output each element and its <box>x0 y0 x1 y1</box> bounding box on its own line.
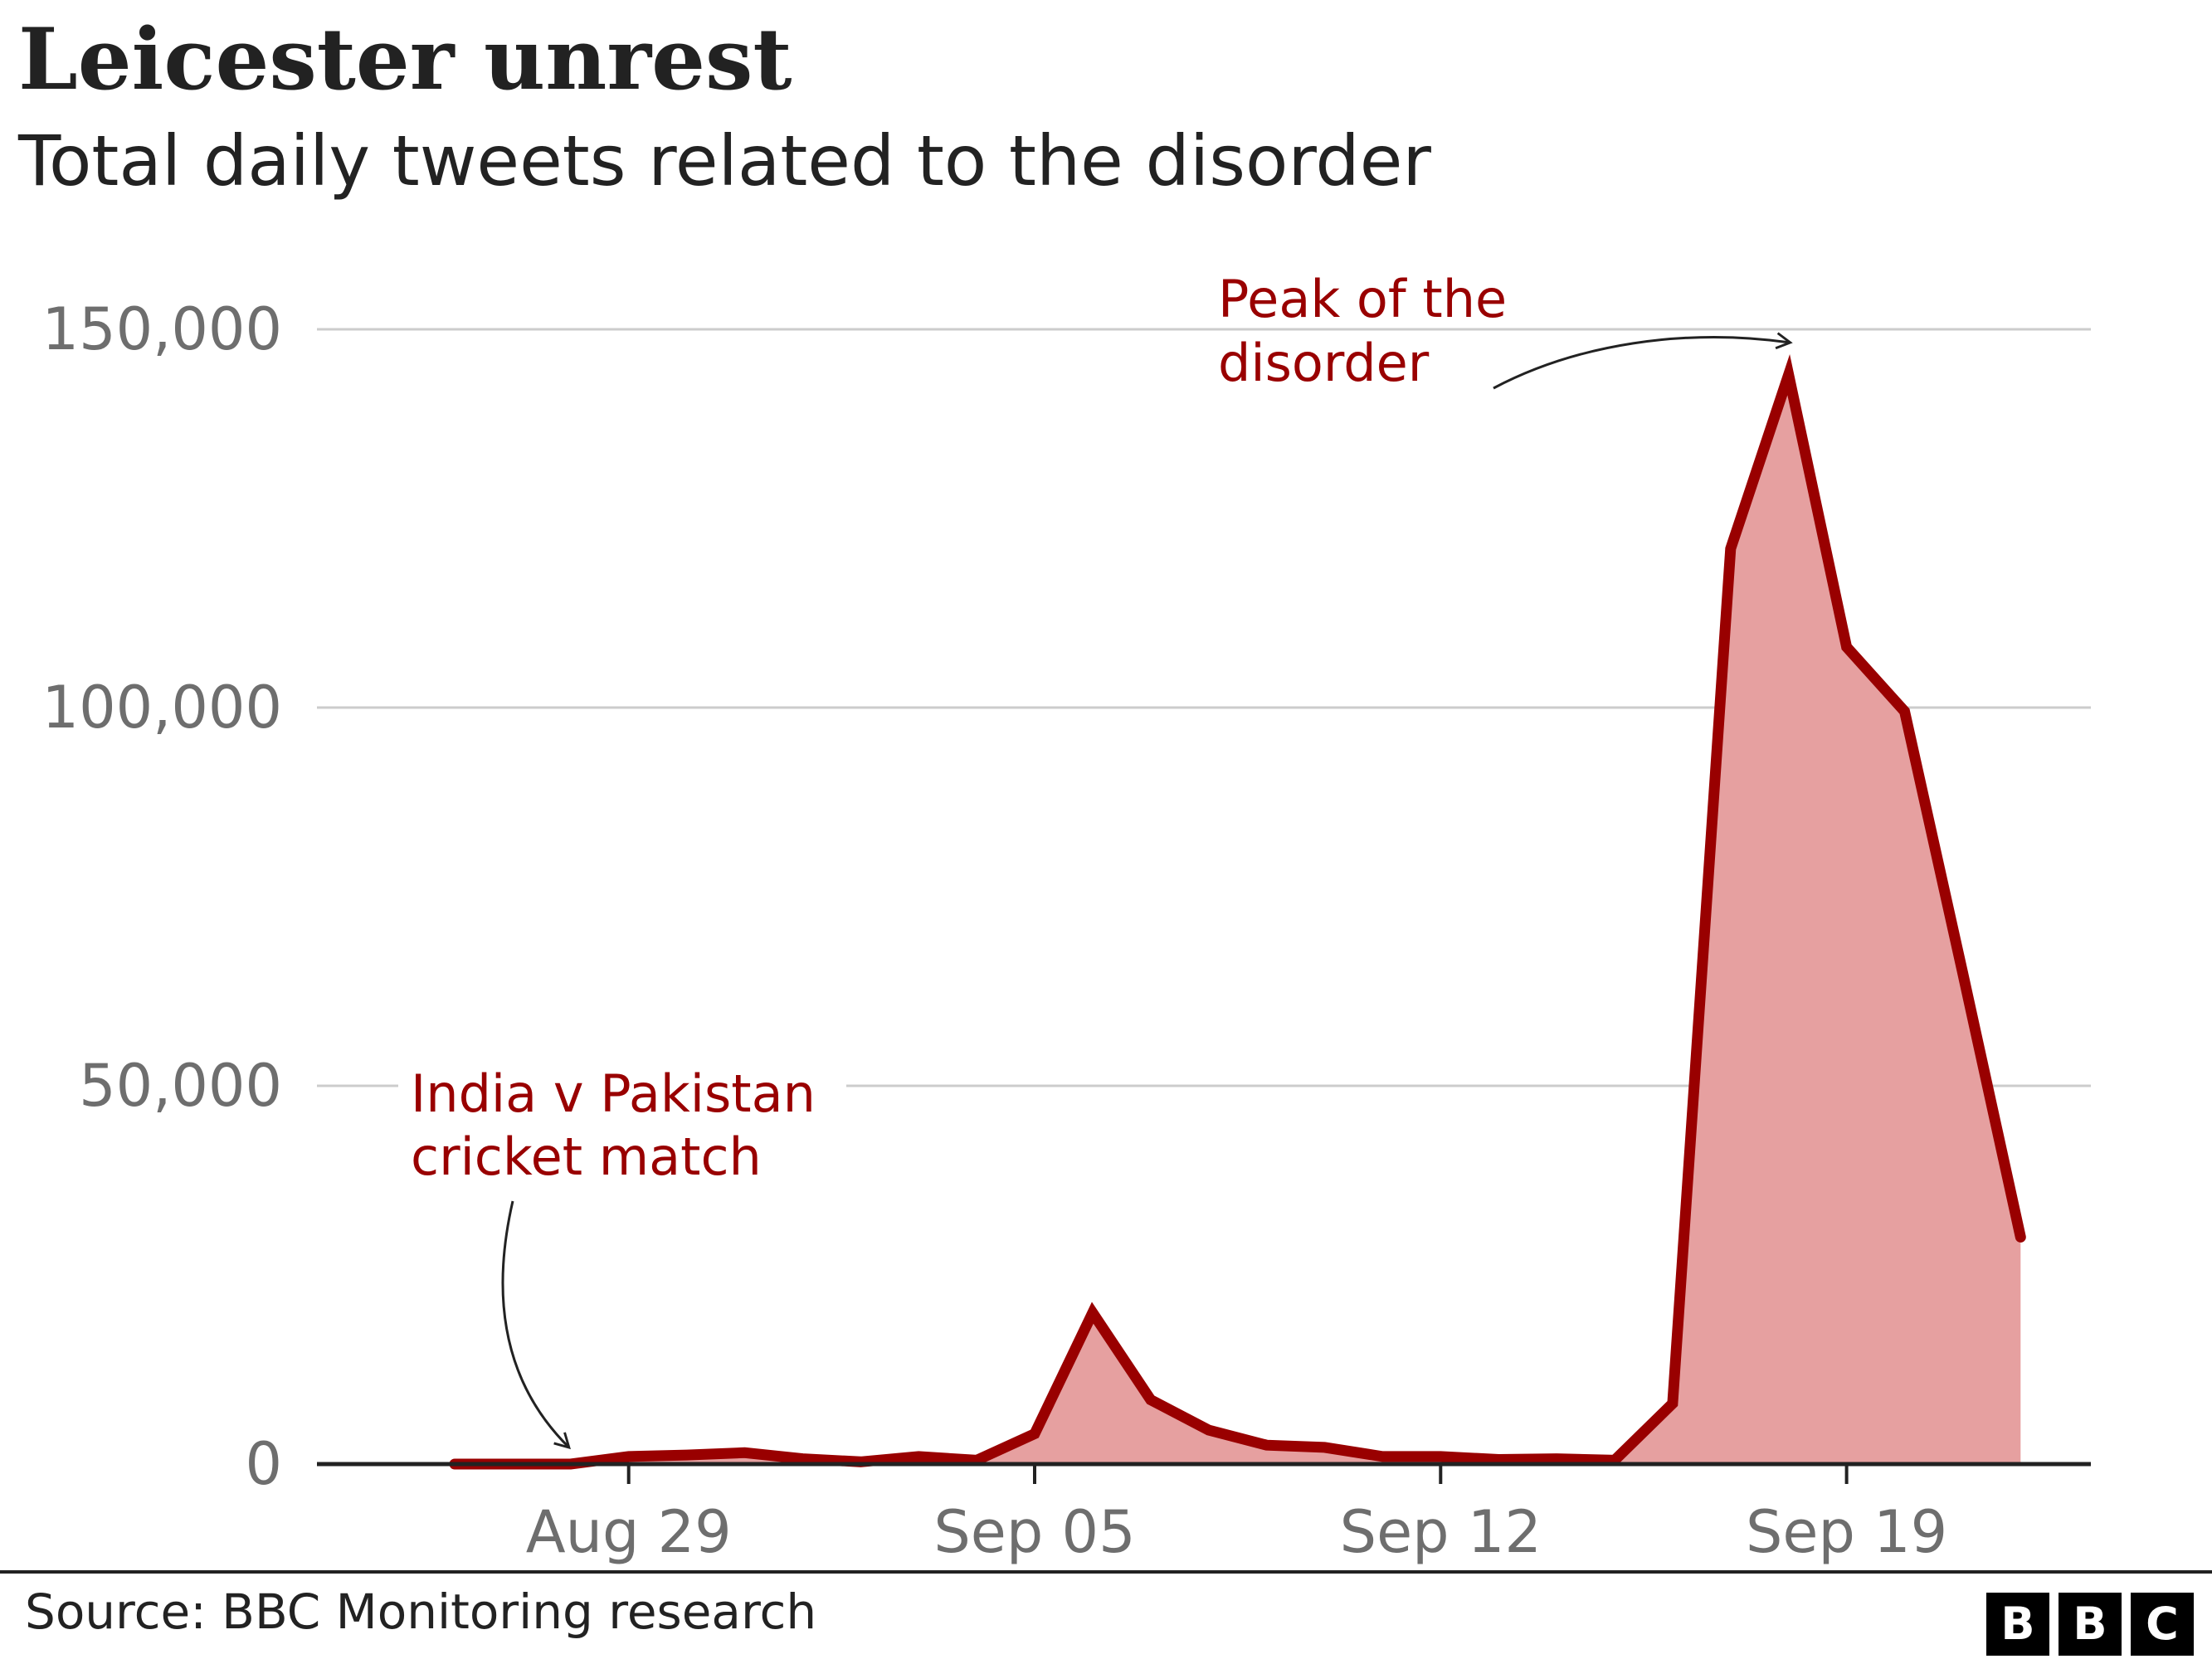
annotation-arrow <box>501 1200 571 1450</box>
x-tick-label: Sep 05 <box>933 1498 1135 1566</box>
area-fill <box>455 374 2021 1465</box>
annotation-text: Peak of the <box>1218 269 1507 329</box>
annotation-text: cricket match <box>411 1126 762 1187</box>
series-line-layer <box>449 353 2026 1470</box>
annotation-text: India v Pakistan <box>411 1063 816 1124</box>
axes: 0 50,000 100,000 150,000 Aug 29 Sep 05 Sep 12 S… <box>42 295 2091 1566</box>
chart-subtitle: Total daily tweets related to the disord… <box>18 120 1431 202</box>
y-tick-label: 0 <box>245 1430 282 1498</box>
y-tick-label: 150,000 <box>42 295 282 363</box>
y-tick-label: 100,000 <box>42 674 282 742</box>
chart-title: Leicester unrest <box>18 10 792 109</box>
logo-letter: B <box>2059 1593 2122 1656</box>
area-fill-layer <box>455 374 2021 1465</box>
x-tick-label: Sep 12 <box>1340 1498 1542 1566</box>
y-tick-label: 50,000 <box>79 1052 282 1120</box>
bbc-logo: B B C <box>1986 1593 2194 1656</box>
footer-divider <box>0 1570 2212 1574</box>
x-tick-label: Sep 19 <box>1746 1498 1947 1566</box>
x-tick-label: Aug 29 <box>526 1498 732 1566</box>
logo-letter: B <box>1986 1593 2049 1656</box>
source-note: Source: BBC Monitoring research <box>25 1584 817 1640</box>
annotation-text: disorder <box>1218 333 1430 393</box>
annotation-backdrop <box>398 1053 846 1194</box>
annotation-arrow <box>1493 332 1793 390</box>
logo-letter: C <box>2131 1593 2194 1656</box>
series-line <box>449 353 2026 1470</box>
